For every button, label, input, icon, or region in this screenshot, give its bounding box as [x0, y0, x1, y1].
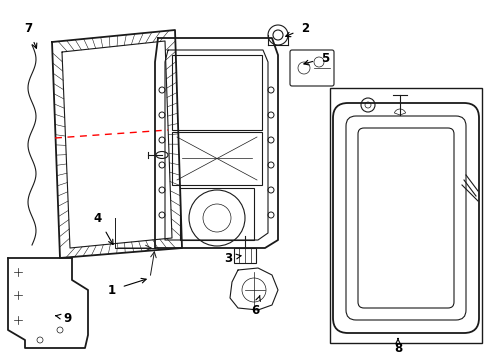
Text: 2: 2 — [285, 22, 308, 37]
Bar — [329, 88, 481, 343]
FancyBboxPatch shape — [357, 128, 453, 308]
Text: 9: 9 — [55, 311, 72, 324]
Text: 8: 8 — [393, 339, 401, 355]
Text: 5: 5 — [303, 51, 328, 65]
Text: 1: 1 — [108, 278, 146, 297]
Text: 4: 4 — [94, 212, 113, 244]
FancyBboxPatch shape — [332, 103, 478, 333]
Bar — [180, 188, 253, 240]
Text: 3: 3 — [224, 252, 241, 265]
FancyBboxPatch shape — [346, 116, 465, 320]
Text: 6: 6 — [250, 296, 260, 316]
Bar — [234, 248, 256, 263]
Text: 7: 7 — [24, 22, 37, 48]
FancyBboxPatch shape — [289, 50, 333, 86]
Bar — [172, 132, 262, 185]
Bar — [172, 55, 262, 130]
